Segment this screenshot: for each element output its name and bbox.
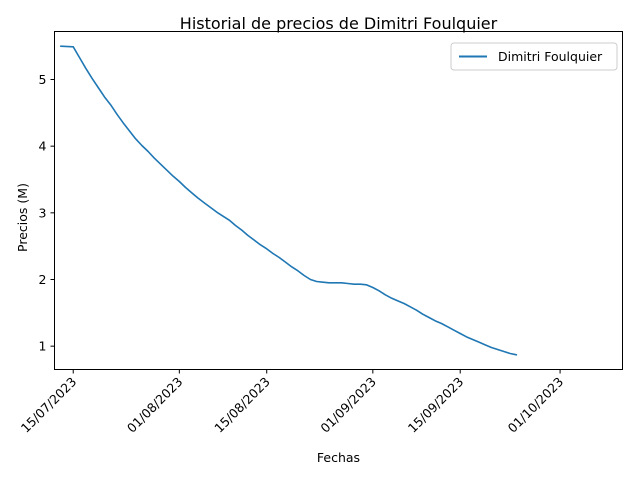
legend-box: [450, 42, 618, 71]
y-axis: 1 2 3 4 5: [39, 72, 55, 354]
x-axis-label: Fechas: [317, 450, 360, 465]
series-line-0: [59, 45, 518, 356]
y-tick-label: 4: [39, 139, 47, 154]
y-tick-label: 1: [39, 339, 47, 354]
legend: Dimitri Foulquier: [450, 42, 618, 71]
plot-frame: [54, 31, 623, 370]
y-tick-label: 3: [39, 205, 47, 220]
y-tick-label: 5: [39, 72, 47, 87]
chart-title: Historial de precios de Dimitri Foulquie…: [180, 14, 498, 33]
plot-area: [59, 45, 518, 356]
y-axis-label: Precios (M): [15, 183, 30, 252]
y-tick-label: 2: [39, 272, 47, 287]
legend-label: Dimitri Foulquier: [498, 49, 603, 64]
